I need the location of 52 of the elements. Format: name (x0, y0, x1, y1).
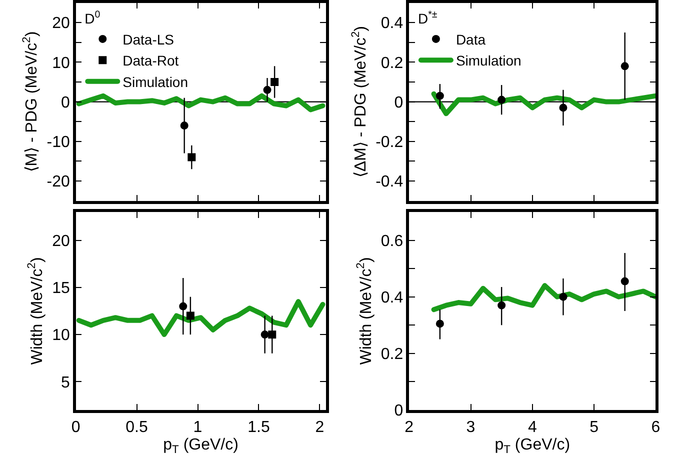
legend-title: D$^{*±}$ (418, 9, 438, 26)
y-tick-label: 0.6 (380, 232, 404, 250)
y-tick-label: 5 (60, 374, 70, 392)
y-tick-label: 10 (52, 54, 70, 72)
point (268, 330, 276, 339)
y-tick-label: 0 (60, 94, 70, 112)
point (559, 292, 568, 301)
point (188, 153, 196, 162)
point (436, 320, 444, 328)
y-tick-label: 0.4 (380, 289, 404, 306)
y-tick-label: 0 (394, 94, 404, 112)
x-tick-label: 2 (404, 418, 414, 436)
y-tick-label: 10 (52, 327, 70, 344)
y-tick-label: 0 (394, 402, 404, 420)
point (179, 302, 188, 310)
y-tick-label: -0.2 (376, 134, 404, 151)
legend-label: Simulation (122, 74, 188, 90)
point (260, 330, 269, 339)
x-tick-label: 0.5 (126, 418, 148, 436)
x-axis-title: p$_{T}$ (GeV/c) (494, 436, 570, 456)
x-tick-label: 1.5 (248, 418, 270, 436)
point (436, 92, 444, 100)
y-tick-label: 20 (52, 15, 70, 32)
x-tick-label: 3 (466, 418, 476, 436)
y-tick-label: 0.4 (380, 15, 404, 32)
legend-label: Data-Rot (122, 52, 179, 69)
point (559, 104, 568, 112)
y-tick-label: -0.4 (376, 174, 404, 191)
legend-label: Simulation (456, 52, 522, 69)
y-tick-label: 20 (52, 232, 70, 250)
y-tick-label: 0.2 (380, 346, 404, 364)
point (270, 78, 279, 86)
legend-label: Data (456, 31, 486, 48)
y-tick-label: 15 (52, 280, 70, 298)
x-tick-label: 2 (315, 418, 324, 436)
point (620, 277, 629, 286)
point (498, 301, 506, 310)
y-tick-label: 0.2 (380, 54, 404, 72)
point (186, 312, 194, 320)
x-tick-label: 4 (528, 418, 537, 436)
y-tick-label: -10 (46, 134, 70, 151)
x-axis-title: p$_{T}$ (GeV/c) (163, 436, 238, 456)
point (180, 122, 188, 130)
x-tick-label: 6 (651, 418, 660, 436)
x-tick-label: 1 (193, 418, 202, 436)
legend-label: Data-LS (122, 31, 174, 48)
y-tick-label: -20 (46, 174, 70, 191)
point (498, 96, 506, 104)
point (620, 62, 629, 70)
point (263, 86, 272, 94)
x-tick-label: 5 (590, 418, 599, 436)
legend-title: D$^{0}$ (84, 9, 101, 26)
